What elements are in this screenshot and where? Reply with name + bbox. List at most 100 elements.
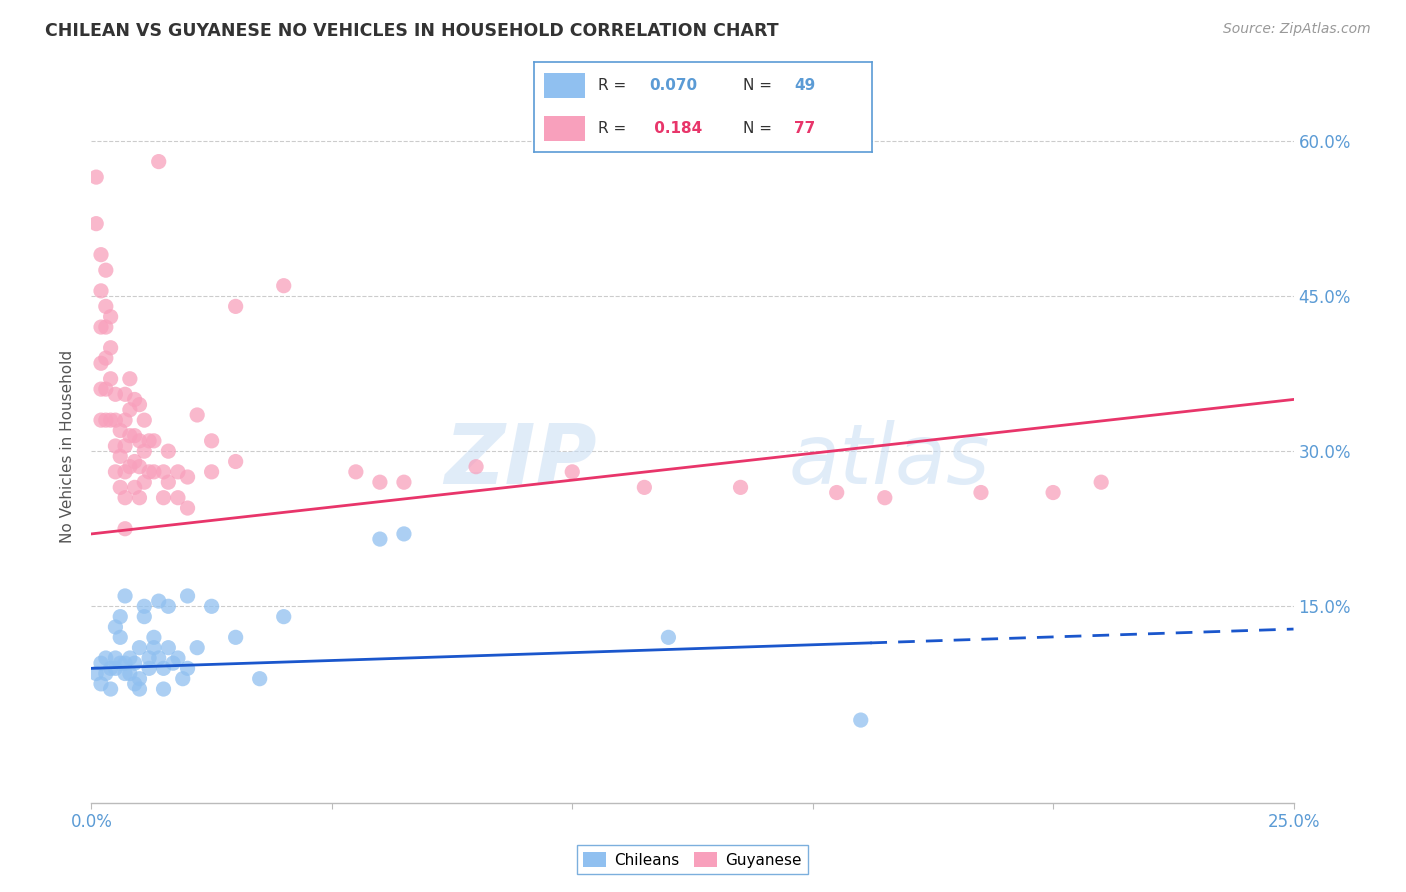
Point xyxy=(114,387,136,401)
Point xyxy=(90,320,112,334)
Point xyxy=(344,465,367,479)
Point xyxy=(110,609,132,624)
Point xyxy=(128,672,150,686)
Point xyxy=(104,661,127,675)
Point xyxy=(138,434,160,448)
Point xyxy=(110,450,132,464)
Point xyxy=(561,465,583,479)
Point xyxy=(157,475,180,490)
Point xyxy=(273,278,295,293)
Point xyxy=(633,480,655,494)
Legend: Chileans, Guyanese: Chileans, Guyanese xyxy=(578,846,807,873)
Point xyxy=(128,459,150,474)
Point xyxy=(186,408,208,422)
Point xyxy=(104,413,127,427)
Point xyxy=(110,424,132,438)
Text: CHILEAN VS GUYANESE NO VEHICLES IN HOUSEHOLD CORRELATION CHART: CHILEAN VS GUYANESE NO VEHICLES IN HOUSE… xyxy=(45,22,779,40)
Text: 49: 49 xyxy=(794,78,815,93)
Point xyxy=(118,402,141,417)
Point xyxy=(84,170,107,185)
Point xyxy=(94,351,117,365)
Point xyxy=(90,413,112,427)
Point xyxy=(124,480,146,494)
Point xyxy=(94,666,117,681)
Point xyxy=(1042,485,1064,500)
Point xyxy=(128,434,150,448)
Text: 0.184: 0.184 xyxy=(650,121,702,136)
Point xyxy=(104,465,127,479)
Point xyxy=(94,413,117,427)
Point xyxy=(100,661,122,675)
Point xyxy=(118,666,141,681)
Point xyxy=(465,459,488,474)
Point xyxy=(201,599,224,614)
Point xyxy=(94,651,117,665)
Point xyxy=(114,439,136,453)
Point xyxy=(152,491,174,505)
Point xyxy=(114,465,136,479)
Point xyxy=(110,480,132,494)
Point xyxy=(90,656,112,670)
Point xyxy=(176,589,198,603)
Point xyxy=(104,651,127,665)
Point xyxy=(201,434,224,448)
Point xyxy=(138,465,160,479)
Text: 77: 77 xyxy=(794,121,815,136)
Point xyxy=(873,491,896,505)
Point xyxy=(134,475,156,490)
Point xyxy=(172,672,194,686)
Point xyxy=(134,444,156,458)
Point xyxy=(148,594,170,608)
Point xyxy=(114,666,136,681)
Point xyxy=(90,248,112,262)
Point xyxy=(176,661,198,675)
Point xyxy=(157,599,180,614)
Point xyxy=(849,713,872,727)
Point xyxy=(970,485,993,500)
Point xyxy=(104,439,127,453)
Point xyxy=(152,465,174,479)
Point xyxy=(142,434,165,448)
Point xyxy=(138,651,160,665)
Text: atlas: atlas xyxy=(789,420,990,500)
Point xyxy=(90,284,112,298)
Point xyxy=(124,428,146,442)
Point xyxy=(157,444,180,458)
Point xyxy=(273,609,295,624)
Point xyxy=(94,263,117,277)
Point xyxy=(134,413,156,427)
Point xyxy=(90,677,112,691)
Point xyxy=(1090,475,1112,490)
Point xyxy=(100,372,122,386)
Point xyxy=(157,640,180,655)
Point xyxy=(186,640,208,655)
Point xyxy=(201,465,224,479)
Text: R =: R = xyxy=(599,78,627,93)
Point xyxy=(118,459,141,474)
Point xyxy=(124,656,146,670)
Text: N =: N = xyxy=(744,78,772,93)
Point xyxy=(225,299,247,313)
Point xyxy=(128,398,150,412)
Point xyxy=(134,599,156,614)
Point xyxy=(100,310,122,324)
Point xyxy=(114,589,136,603)
Point xyxy=(128,491,150,505)
Point xyxy=(152,661,174,675)
Point xyxy=(110,656,132,670)
Point xyxy=(392,475,415,490)
Point xyxy=(118,372,141,386)
Point xyxy=(657,630,679,644)
Bar xyxy=(544,116,585,141)
Point xyxy=(94,382,117,396)
Point xyxy=(94,320,117,334)
Point xyxy=(152,681,174,696)
Point xyxy=(162,656,184,670)
Y-axis label: No Vehicles in Household: No Vehicles in Household xyxy=(60,350,76,542)
Point xyxy=(104,620,127,634)
Point xyxy=(128,681,150,696)
Point xyxy=(176,470,198,484)
Text: 0.070: 0.070 xyxy=(650,78,697,93)
Point xyxy=(104,387,127,401)
Text: N =: N = xyxy=(744,121,772,136)
